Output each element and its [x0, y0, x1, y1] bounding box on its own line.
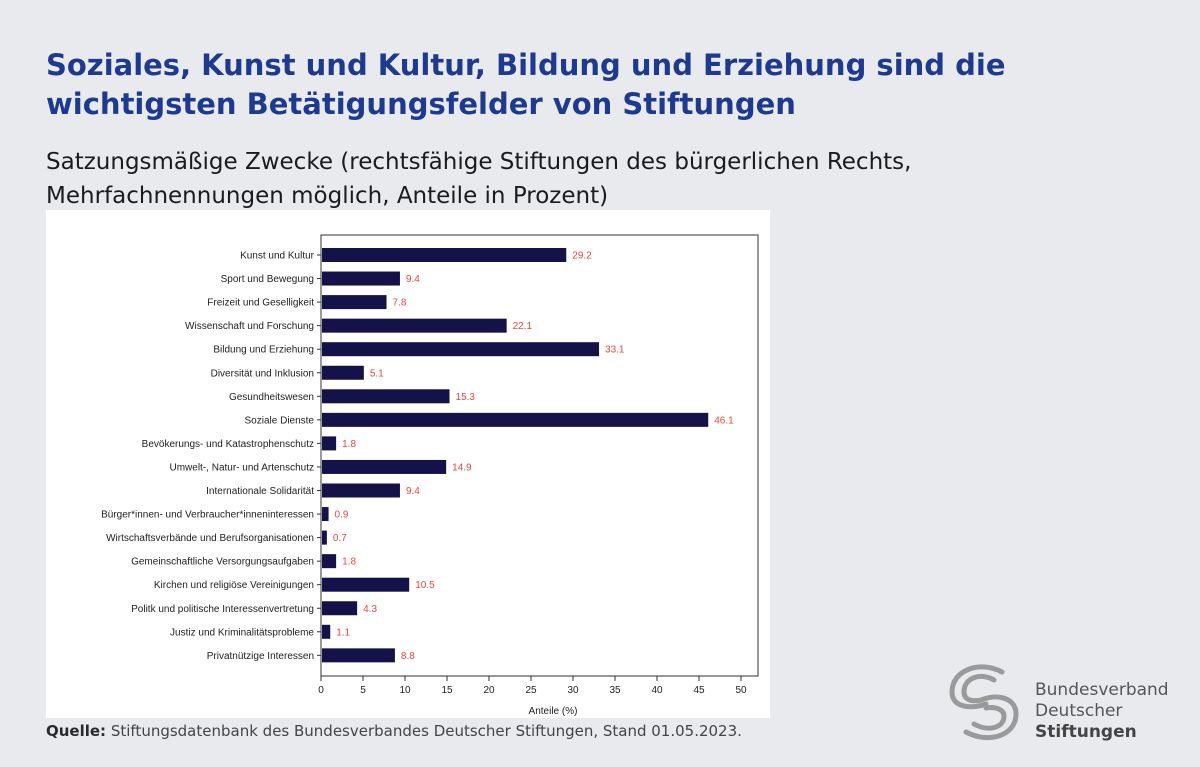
data-label: 4.3 [363, 604, 377, 615]
bar [322, 601, 358, 616]
x-tick-label: 20 [483, 685, 495, 696]
y-tick-label: Privatnützige Interessen [207, 651, 314, 662]
bar [322, 295, 387, 310]
y-tick-label: Kunst und Kultur [240, 251, 315, 262]
bar [322, 248, 567, 262]
organization-logo: Bundesverband Deutscher Stiftungen [940, 658, 1185, 746]
y-tick-label: Diversität und Inklusion [211, 368, 314, 379]
logo-wordmark: Bundesverband Deutscher Stiftungen [1035, 680, 1169, 743]
x-tick-label: 45 [693, 685, 705, 696]
y-tick-label: Wissenschaft und Forschung [185, 321, 314, 332]
plot-frame [320, 234, 759, 677]
data-label: 0.7 [333, 533, 347, 544]
bar [322, 365, 364, 380]
y-tick-label: Soziale Dienste [245, 415, 315, 426]
logo-line-3: Stiftungen [1035, 722, 1137, 742]
data-label: 1.8 [342, 439, 356, 450]
y-tick-label: Bürger*innen- und Verbraucher*inneninter… [101, 510, 314, 521]
data-label: 1.8 [342, 557, 356, 568]
y-tick-label: Freizeit und Geselligkeit [207, 298, 314, 309]
x-tick-label: 15 [441, 685, 453, 696]
y-tick-label: Wirtschaftsverbände und Berufsorganisati… [106, 533, 314, 544]
y-tick-label: Bevökerungs- und Katastrophenschutz [142, 439, 314, 450]
source-note: Quelle: Stiftungsdatenbank des Bundesver… [46, 722, 742, 740]
bar [322, 483, 400, 498]
x-tick-label: 0 [318, 685, 324, 696]
source-label: Quelle: [46, 722, 107, 740]
bar [322, 436, 337, 451]
x-axis-label: Anteile (%) [529, 706, 578, 717]
chart-subtitle: Satzungsmäßige Zwecke (rechtsfähige Stif… [46, 149, 912, 209]
y-tick-label: Kirchen und religiöse Vereinigungen [154, 580, 314, 591]
logo-line-1: Bundesverband [1035, 680, 1169, 700]
x-tick-label: 40 [651, 685, 663, 696]
y-tick-label: Sport und Bewegung [221, 274, 314, 285]
y-tick-label: Politk und politische Interessenvertretu… [131, 604, 314, 615]
bar [322, 389, 450, 404]
y-tick-label: Gemeinschaftliche Versorgungsaufgaben [131, 557, 314, 568]
logo-line-2: Deutscher [1035, 701, 1123, 721]
y-tick-label: Bildung und Erziehung [213, 345, 314, 356]
data-label: 9.4 [406, 486, 420, 497]
data-label: 22.1 [513, 321, 533, 332]
data-label: 10.5 [415, 580, 435, 591]
data-label: 46.1 [714, 415, 734, 426]
bar [322, 554, 337, 569]
x-tick-label: 5 [360, 685, 366, 696]
bar [322, 648, 395, 663]
x-tick-label: 30 [567, 685, 579, 696]
data-label: 0.9 [335, 510, 349, 521]
data-label: 7.8 [393, 298, 407, 309]
data-label: 9.4 [406, 274, 420, 285]
x-tick-label: 35 [609, 685, 621, 696]
data-label: 5.1 [370, 368, 384, 379]
y-tick-label: Umwelt-, Natur- und Artenschutz [170, 462, 315, 473]
bar-chart: Kunst und Kultur 29.2 Sport und Bewegung 9.… [101, 234, 759, 717]
bar [322, 507, 329, 522]
x-tick-label: 10 [399, 685, 411, 696]
source-text: Stiftungsdatenbank des Bundesverbandes D… [110, 722, 742, 740]
data-label: 33.1 [605, 345, 625, 356]
chart-title: Soziales, Kunst und Kultur, Bildung und … [46, 48, 1006, 121]
x-tick-label: 25 [525, 685, 537, 696]
y-tick-label: Justiz und Kriminalitätsprobleme [170, 627, 314, 638]
logo-mark-icon [949, 664, 1019, 741]
y-tick-label: Gesundheitswesen [229, 392, 314, 403]
bar [322, 459, 447, 474]
bar [322, 318, 507, 333]
chart-panel: Kunst und Kultur 29.2 Sport und Bewegung 9.… [46, 210, 770, 718]
bar [322, 342, 600, 357]
data-label: 29.2 [572, 251, 592, 262]
data-label: 15.3 [456, 392, 476, 403]
data-label: 8.8 [401, 651, 415, 662]
bar [322, 577, 410, 592]
x-tick-label: 50 [735, 685, 747, 696]
bar [322, 624, 331, 639]
bar [322, 271, 400, 286]
data-label: 14.9 [452, 462, 472, 473]
bar [322, 412, 709, 427]
bar [322, 530, 327, 545]
y-tick-label: Internationale Solidarität [206, 486, 314, 497]
data-label: 1.1 [336, 627, 350, 638]
